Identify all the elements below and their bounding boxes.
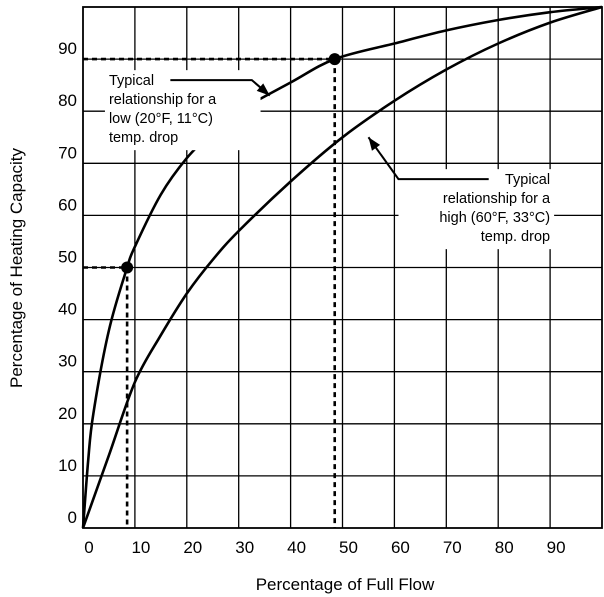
y-tick-label: 0 <box>68 508 77 527</box>
highlight-points <box>121 53 341 274</box>
annotations: Typical relationship for a low (20°F, 11°C… <box>104 70 555 250</box>
annotation-text: relationship for a <box>109 92 217 108</box>
annotation-1: Typical relationship for a low (20°F, 11°C… <box>104 70 271 151</box>
y-tick-label: 40 <box>58 300 77 319</box>
y-tick-label: 60 <box>58 195 77 214</box>
annotation-arrowhead <box>368 137 381 151</box>
guide-lines <box>83 57 337 528</box>
annotation-background <box>398 169 555 250</box>
y-axis-title: Percentage of Heating Capacity <box>7 147 26 388</box>
x-tick-label: 20 <box>183 538 202 557</box>
y-tick-labels: 0 10 20 30 40 50 60 70 80 90 <box>58 39 77 527</box>
annotation-leader <box>367 136 489 181</box>
series-line-2 <box>81 5 603 529</box>
y-tick-label: 50 <box>58 248 77 267</box>
x-tick-label: 80 <box>495 538 514 557</box>
annotation-text: Typical <box>109 73 154 89</box>
x-tick-label: 50 <box>339 538 358 557</box>
y-tick-label: 30 <box>58 352 77 371</box>
y-tick-label: 80 <box>58 91 77 110</box>
annotation-text: temp. drop <box>481 229 550 245</box>
annotation-text: relationship for a <box>443 191 551 207</box>
grid <box>83 7 602 528</box>
annotation-text: temp. drop <box>109 130 178 146</box>
annotation-text: low (20°F, 11°C) <box>109 111 213 127</box>
y-tick-label: 10 <box>58 456 77 475</box>
annotation-arrowhead <box>256 83 270 96</box>
annotation-2: Typical relationship for a high (60°F, 33°… <box>367 136 555 250</box>
x-tick-label: 30 <box>235 538 254 557</box>
annotation-text: Typical <box>505 172 550 188</box>
x-tick-label: 0 <box>84 538 93 557</box>
x-tick-label: 90 <box>547 538 566 557</box>
highlight-point <box>121 261 134 274</box>
y-tick-label: 20 <box>58 404 77 423</box>
annotation-text: high (60°F, 33°C) <box>439 210 550 226</box>
annotation-background <box>104 70 261 151</box>
x-tick-label: 60 <box>391 538 410 557</box>
x-tick-label: 40 <box>287 538 306 557</box>
x-tick-label: 70 <box>443 538 462 557</box>
highlight-point <box>328 53 341 66</box>
x-tick-labels: 0 10 20 30 40 50 60 70 80 90 <box>84 538 565 557</box>
y-tick-label: 90 <box>58 39 77 58</box>
x-axis-title: Percentage of Full Flow <box>256 575 435 594</box>
x-tick-label: 10 <box>131 538 150 557</box>
y-tick-label: 70 <box>58 143 77 162</box>
